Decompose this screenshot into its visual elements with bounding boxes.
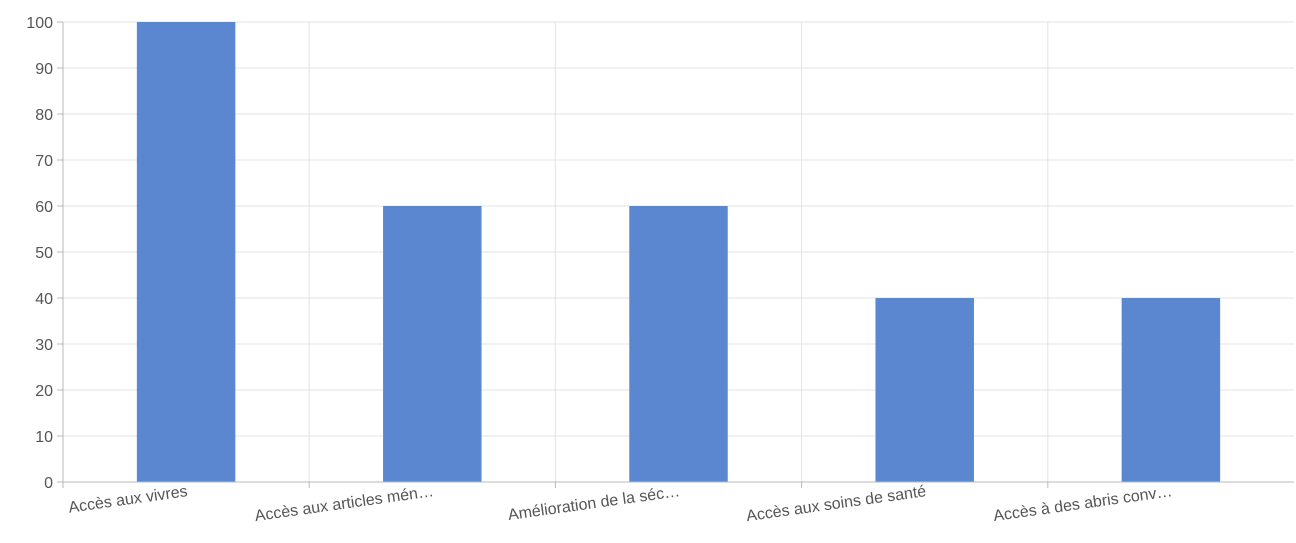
y-tick-label: 50: [35, 245, 53, 262]
y-tick-label: 0: [44, 475, 53, 492]
x-category-label: Accès aux articles mén…: [254, 483, 435, 525]
bar[interactable]: [629, 206, 728, 482]
x-category-label: Accès aux soins de santé: [745, 483, 927, 525]
x-category-label: Accès à des abris conv…: [992, 483, 1173, 525]
y-tick-label: 100: [26, 15, 53, 32]
y-tick-label: 90: [35, 61, 53, 78]
y-tick-label: 60: [35, 199, 53, 216]
bar[interactable]: [136, 22, 236, 482]
axes: [57, 21, 1294, 488]
x-axis-category-labels: Accès aux vivres Accès aux articles mén… A…: [67, 483, 1173, 525]
bars: [136, 22, 1221, 482]
y-tick-label: 30: [35, 337, 53, 354]
bar[interactable]: [875, 298, 974, 482]
y-tick-label: 80: [35, 107, 53, 124]
y-tick-label: 40: [35, 291, 53, 308]
y-tick-label: 20: [35, 383, 53, 400]
y-axis-tick-labels: 0 10 20 30 40 50 60 70 80 90 100: [26, 15, 53, 492]
bar[interactable]: [1121, 298, 1221, 482]
y-tick-label: 70: [35, 153, 53, 170]
x-category-label: Amélioration de la séc…: [507, 483, 681, 524]
y-tick-label: 10: [35, 429, 53, 446]
x-category-label: Accès aux vivres: [67, 483, 188, 517]
bar[interactable]: [383, 206, 482, 482]
